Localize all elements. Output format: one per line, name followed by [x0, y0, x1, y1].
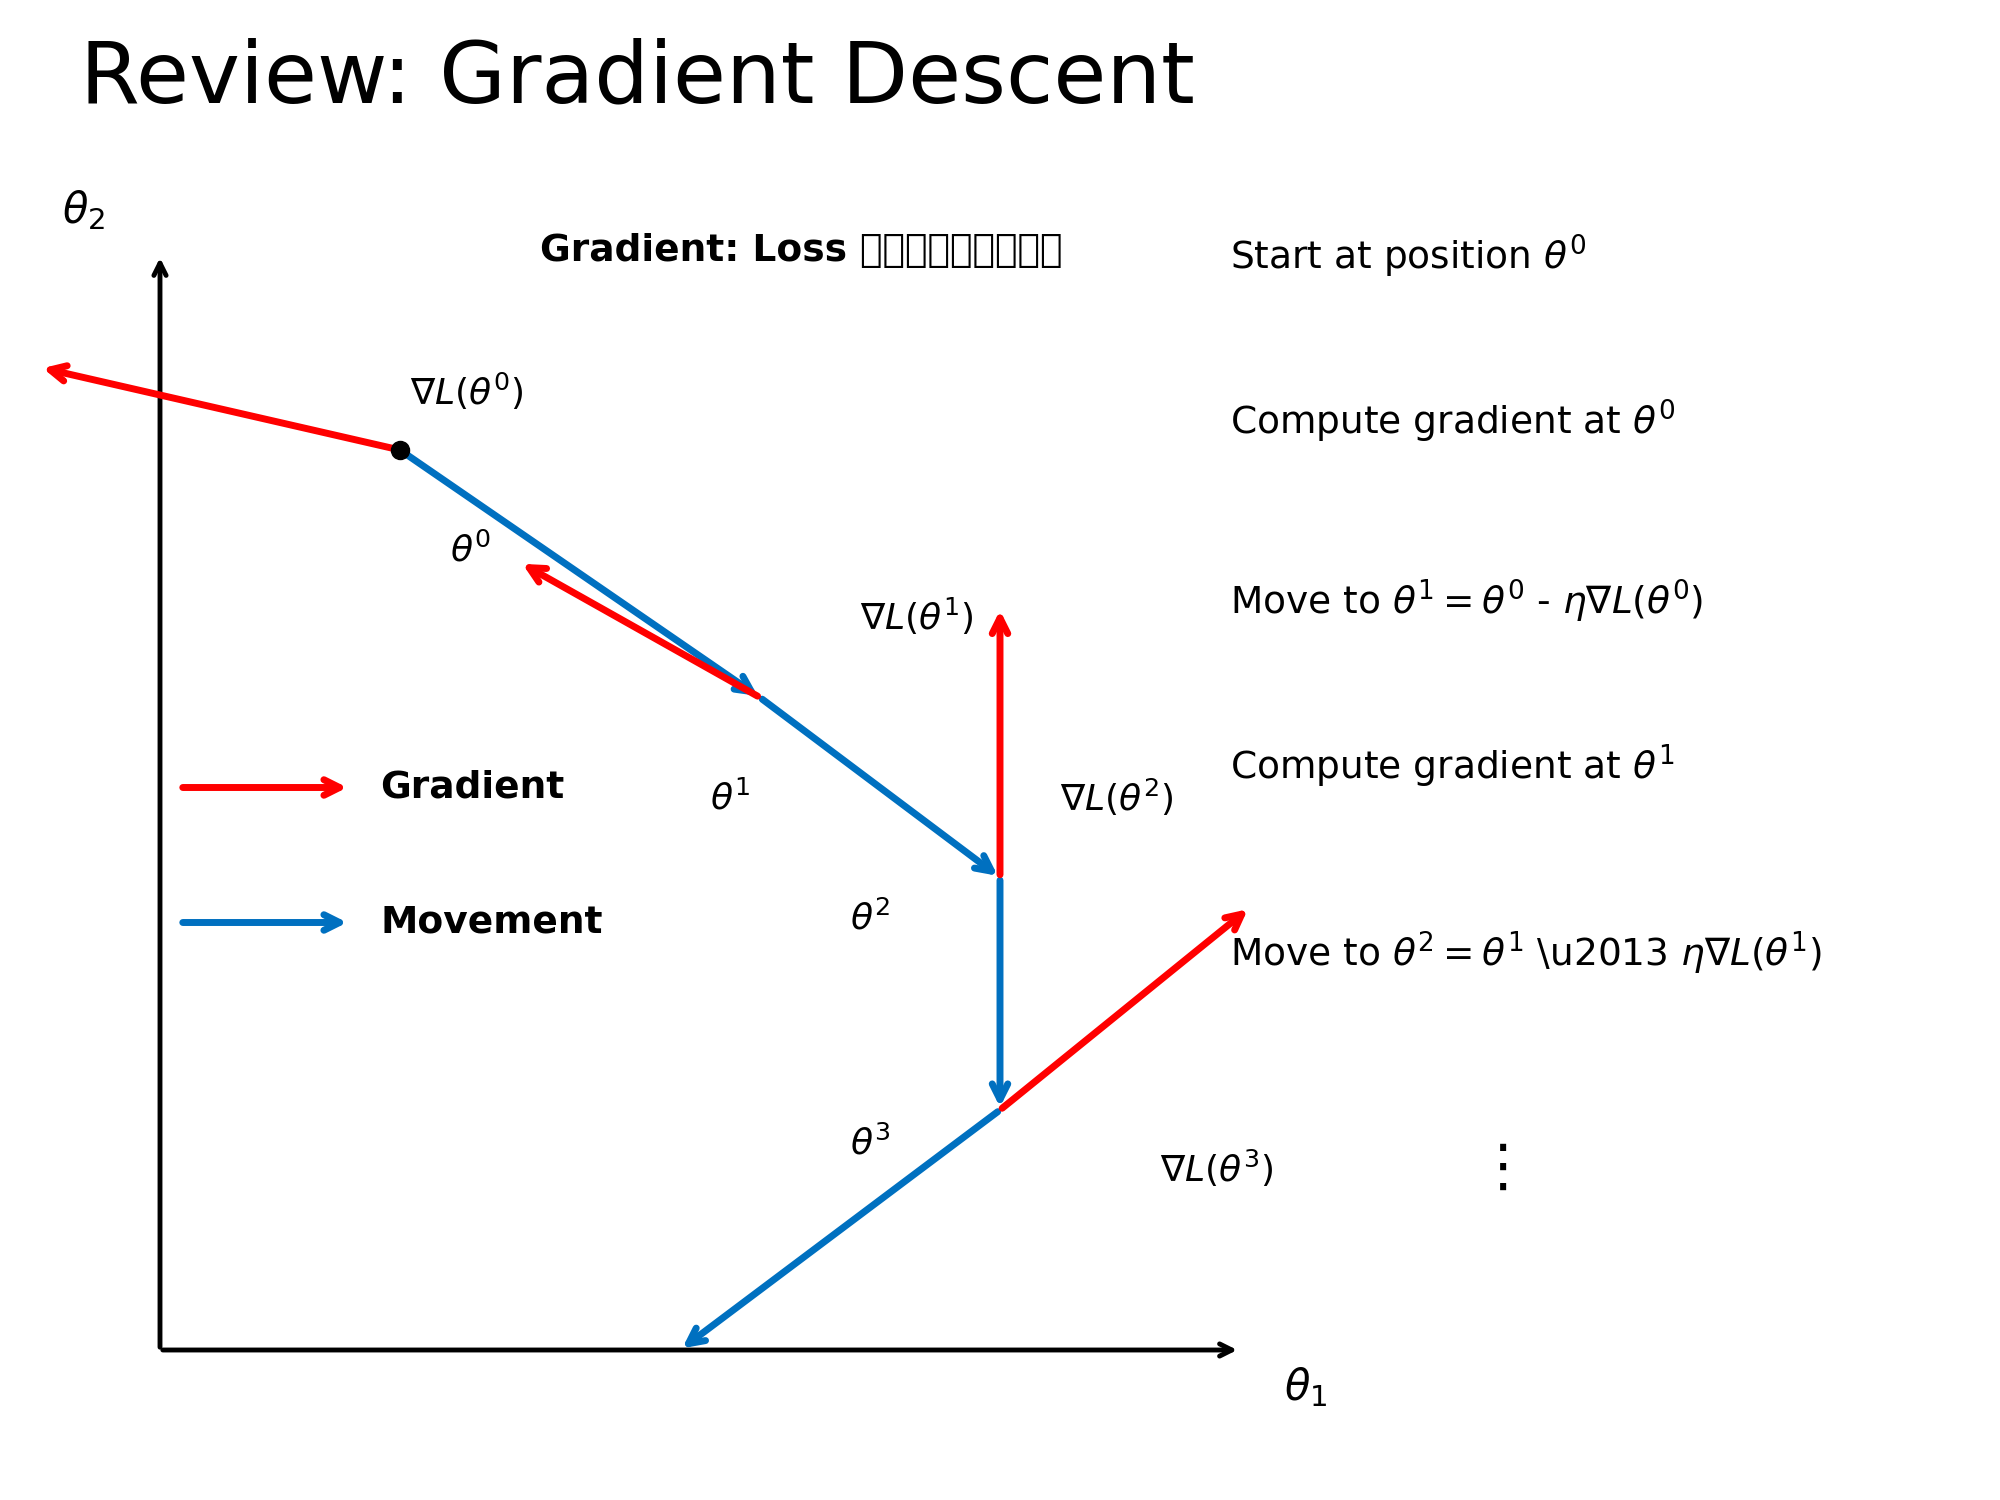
Text: $\theta^1$: $\theta^1$ — [710, 780, 750, 816]
Text: Start at position $\theta^0$: Start at position $\theta^0$ — [1230, 232, 1586, 279]
Text: Compute gradient at $\theta^0$: Compute gradient at $\theta^0$ — [1230, 398, 1676, 444]
Text: Move to $\theta^1 = \theta^0$ - $\eta\nabla L(\theta^0)$: Move to $\theta^1 = \theta^0$ - $\eta\na… — [1230, 578, 1704, 624]
Text: Gradient: Gradient — [380, 770, 564, 806]
Text: $\theta^0$: $\theta^0$ — [450, 532, 492, 568]
Text: Review: Gradient Descent: Review: Gradient Descent — [80, 38, 1194, 120]
Text: $\nabla L(\theta^1)$: $\nabla L(\theta^1)$ — [860, 597, 974, 638]
Text: $\theta_1$: $\theta_1$ — [1284, 1365, 1328, 1410]
Text: Compute gradient at $\theta^1$: Compute gradient at $\theta^1$ — [1230, 742, 1674, 790]
Text: $\nabla L(\theta^0)$: $\nabla L(\theta^0)$ — [410, 372, 524, 413]
Text: Move to $\theta^2 = \theta^1$ \u2013 $\eta\nabla L(\theta^1)$: Move to $\theta^2 = \theta^1$ \u2013 $\e… — [1230, 930, 1822, 976]
Text: Movement: Movement — [380, 904, 602, 940]
Text: $\vdots$: $\vdots$ — [1472, 1140, 1508, 1197]
Text: Gradient: Loss 的等高線的法線方向: Gradient: Loss 的等高線的法線方向 — [540, 232, 1062, 268]
Text: $\nabla L(\theta^2)$: $\nabla L(\theta^2)$ — [1060, 777, 1174, 818]
Text: $\nabla L(\theta^3)$: $\nabla L(\theta^3)$ — [1160, 1148, 1274, 1188]
Text: $\theta^2$: $\theta^2$ — [850, 900, 890, 936]
Text: $\theta^3$: $\theta^3$ — [850, 1125, 890, 1161]
Text: $\theta_2$: $\theta_2$ — [62, 189, 106, 232]
